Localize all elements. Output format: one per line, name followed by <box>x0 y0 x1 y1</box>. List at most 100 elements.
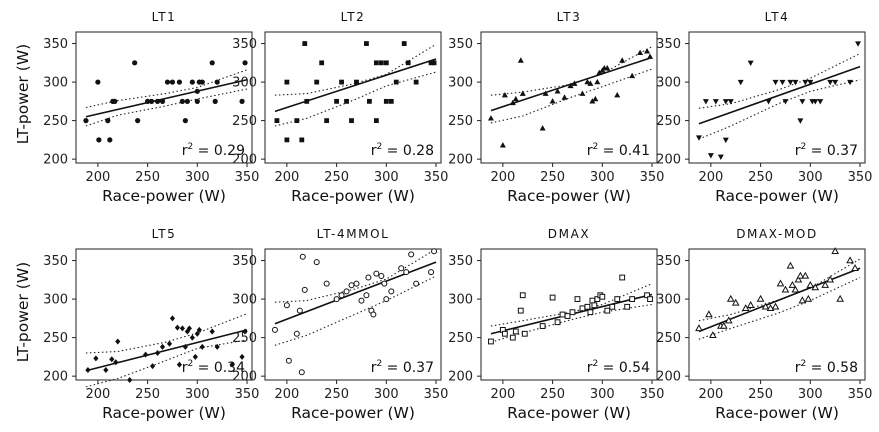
y-tick-label: 250 <box>232 114 257 129</box>
data-point <box>405 60 411 66</box>
data-point <box>143 351 149 358</box>
data-point <box>383 60 389 66</box>
data-point <box>695 324 703 332</box>
data-point <box>702 99 709 105</box>
data-point <box>192 353 198 360</box>
y-tick-label: 350 <box>448 254 473 269</box>
plot-frame <box>75 248 253 381</box>
data-point <box>794 275 803 283</box>
data-point <box>319 60 325 66</box>
data-point <box>722 137 729 144</box>
plot-frame <box>688 248 866 381</box>
data-point <box>149 363 156 370</box>
data-point <box>802 79 809 86</box>
data-point <box>135 118 141 124</box>
data-point <box>589 297 596 304</box>
data-point <box>214 79 220 85</box>
y-tick-label: 200 <box>232 153 257 168</box>
data-point <box>179 325 185 332</box>
data-point <box>194 330 200 337</box>
data-point <box>93 355 99 362</box>
data-point <box>521 330 528 337</box>
data-point <box>214 343 220 350</box>
data-point <box>594 78 601 85</box>
y-tick-label: 300 <box>232 76 257 91</box>
x-tick-label: 250 <box>135 387 160 402</box>
data-point <box>169 315 176 322</box>
panel-lt4: LT4 200 250 300 350 Race-power (W) 200 250 300 35… <box>656 10 872 205</box>
x-axis-label: Race-power (W) <box>507 404 631 422</box>
x-tick-label: 200 <box>490 387 515 402</box>
data-point <box>512 328 519 335</box>
data-point <box>786 261 795 269</box>
data-point <box>209 60 215 66</box>
data-point <box>847 79 854 86</box>
x-tick-label: 200 <box>490 170 515 185</box>
data-point <box>554 319 561 326</box>
data-point <box>796 271 805 279</box>
panel-lt1: LT1 200 250 300 350 Race-power (W) 200 250 300 35… <box>43 10 259 205</box>
y-tick-label: 350 <box>43 254 68 269</box>
panel-title: LT-4MMOL <box>317 227 390 241</box>
data-point <box>779 79 786 86</box>
data-point <box>609 303 616 310</box>
y-tick-label: 350 <box>448 37 473 52</box>
data-point <box>564 313 571 319</box>
plot-frame <box>688 31 866 164</box>
data-point <box>353 280 360 287</box>
data-point <box>569 309 576 316</box>
data-point <box>614 91 621 98</box>
data-point <box>393 79 399 85</box>
data-point <box>285 357 292 364</box>
r-squared-label: r2 = 0.34 <box>182 359 245 376</box>
data-point <box>619 274 626 281</box>
data-point <box>807 79 814 86</box>
y-tick-label: 200 <box>448 153 473 168</box>
y-tick-label: 300 <box>448 76 473 91</box>
data-point <box>579 90 586 96</box>
data-point <box>587 80 594 86</box>
data-point <box>132 60 138 66</box>
confidence-band-upper <box>85 69 248 109</box>
regression-line <box>85 78 248 118</box>
data-point <box>159 343 166 350</box>
data-point <box>604 65 611 71</box>
data-point <box>804 294 813 302</box>
data-point <box>109 356 115 363</box>
data-point <box>388 98 394 104</box>
data-point <box>298 369 305 376</box>
data-point <box>403 269 410 276</box>
y-tick-label: 300 <box>656 293 681 308</box>
data-point <box>746 301 755 308</box>
x-tick-label: 200 <box>698 387 723 402</box>
data-point <box>832 79 839 86</box>
x-tick-label: 300 <box>374 387 399 402</box>
data-point <box>182 118 188 124</box>
data-point <box>584 78 591 85</box>
data-point <box>647 296 653 302</box>
data-point <box>176 361 183 368</box>
x-tick-label: 200 <box>274 170 299 185</box>
y-tick-label: 200 <box>43 370 68 385</box>
data-point <box>722 99 729 105</box>
data-point <box>314 79 320 85</box>
data-point <box>695 135 702 141</box>
data-point <box>836 294 844 302</box>
x-tick-label: 250 <box>540 170 565 185</box>
y-tick-label: 250 <box>448 114 473 129</box>
panel-title: DMAX <box>548 227 590 241</box>
y-tick-label: 300 <box>232 293 257 308</box>
data-point <box>239 98 245 104</box>
confidence-band-lower <box>490 303 653 343</box>
x-tick-label: 350 <box>424 170 449 185</box>
data-point <box>517 57 524 63</box>
x-tick-label: 350 <box>640 170 665 185</box>
data-point <box>112 98 118 104</box>
data-point <box>367 98 372 104</box>
data-point <box>338 292 345 299</box>
confidence-band-lower <box>490 68 653 124</box>
data-point <box>388 288 395 295</box>
x-axis-label: Race-power (W) <box>715 187 839 205</box>
data-point <box>358 297 365 304</box>
